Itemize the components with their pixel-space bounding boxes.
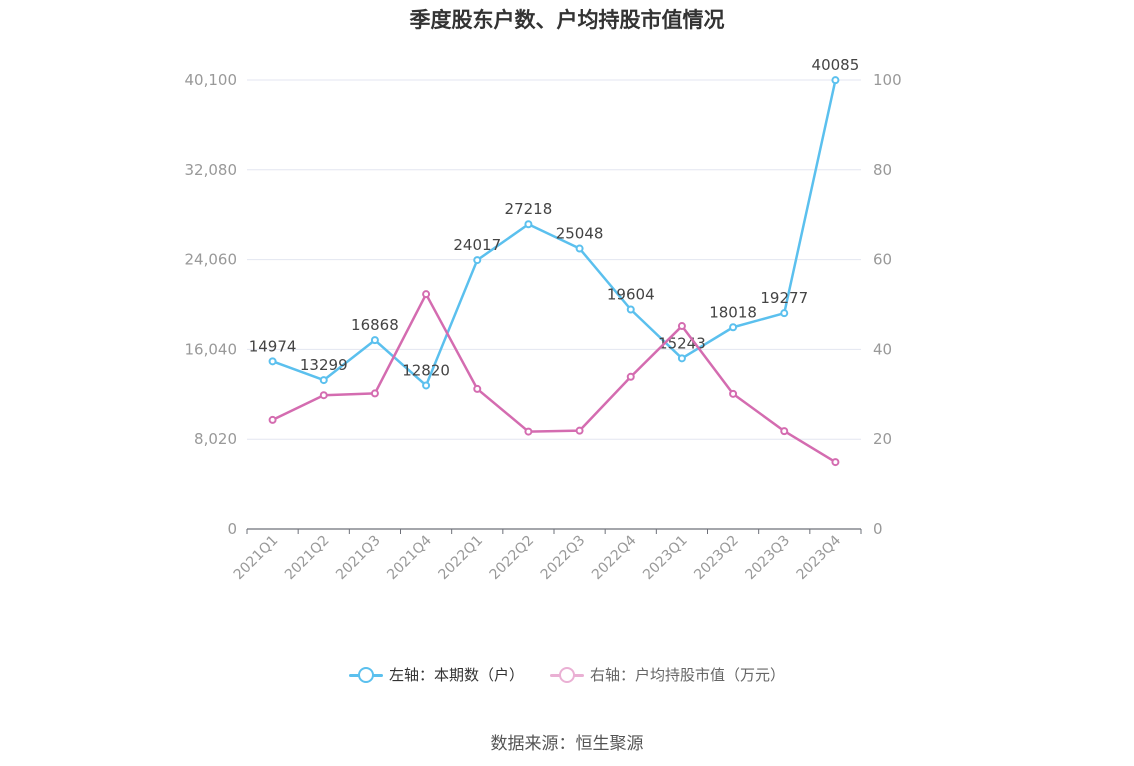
- right-axis-tick-label: 80: [873, 161, 892, 179]
- data-point-avg-value: [422, 290, 431, 299]
- x-axis-tick-label: 2022Q2: [487, 533, 538, 584]
- legend-label-left-series: 左轴：本期数（户）: [388, 666, 524, 684]
- data-label: 25048: [556, 225, 604, 243]
- data-point-holders: [319, 376, 328, 385]
- data-point-holders: [677, 354, 686, 363]
- chart-legend: 左轴：本期数（户） 右轴：户均持股市值（万元）: [0, 664, 1134, 685]
- series-line-holders: [272, 79, 837, 387]
- x-axis-tick-label: 2023Q4: [794, 532, 845, 583]
- data-point-holders: [422, 381, 431, 390]
- data-point-holders: [524, 220, 533, 229]
- left-axis-tick-label: 0: [227, 520, 237, 538]
- data-label: 12820: [402, 361, 450, 379]
- data-point-avg-value: [575, 426, 584, 435]
- data-label: 19277: [760, 289, 808, 307]
- data-point-avg-value: [626, 372, 635, 381]
- data-point-avg-value: [473, 384, 482, 393]
- legend-item-left-series[interactable]: 左轴：本期数（户）: [348, 664, 524, 685]
- x-axis-tick-label: 2021Q3: [333, 533, 384, 584]
- x-axis-tick-label: 2022Q3: [538, 533, 589, 584]
- right-axis-tick-label: 0: [873, 520, 883, 538]
- data-point-holders: [831, 76, 840, 85]
- chart-title: 季度股东户数、户均持股市值情况: [409, 8, 725, 32]
- right-axis-tick-label: 100: [873, 71, 902, 89]
- right-axis-tick-label: 60: [873, 251, 892, 269]
- legend-item-right-series[interactable]: 右轴：户均持股市值（万元）: [550, 664, 785, 685]
- left-axis-tick-label: 8,020: [194, 430, 237, 448]
- data-label: 27218: [505, 200, 553, 218]
- data-label: 24017: [453, 236, 501, 254]
- data-point-holders: [575, 244, 584, 253]
- data-point-avg-value: [524, 427, 533, 436]
- left-axis-tick-label: 16,040: [185, 340, 238, 358]
- legend-label-right-series: 右轴：户均持股市值（万元）: [590, 666, 786, 684]
- data-point-holders: [626, 305, 635, 314]
- data-source: 数据来源：恒生聚源: [490, 734, 644, 754]
- legend-marker-circle-icon: [348, 666, 383, 683]
- x-axis-tick-label: 2021Q2: [282, 533, 333, 584]
- legend-marker-circle-icon: [550, 666, 584, 683]
- x-axis-tick-label: 2021Q4: [384, 532, 435, 583]
- right-axis-tick-label: 40: [873, 340, 892, 358]
- series-line-avg-value: [272, 292, 837, 464]
- data-point-avg-value: [831, 458, 840, 467]
- data-point-avg-value: [729, 389, 738, 398]
- x-axis-tick-label: 2023Q3: [742, 533, 793, 584]
- left-axis-tick-label: 40,100: [185, 71, 238, 89]
- data-point-holders: [268, 357, 277, 366]
- data-label: 16868: [351, 316, 399, 334]
- data-point-holders: [473, 256, 482, 265]
- x-axis-tick-label: 2023Q2: [691, 533, 742, 584]
- x-axis-tick-label: 2022Q1: [435, 533, 486, 584]
- data-point-avg-value: [268, 415, 277, 424]
- left-axis-tick-label: 24,060: [185, 251, 238, 269]
- data-label: 18018: [709, 303, 757, 321]
- data-point-avg-value: [780, 427, 789, 436]
- data-point-avg-value: [370, 389, 379, 398]
- data-point-holders: [780, 309, 789, 318]
- data-label: 19604: [607, 285, 655, 303]
- x-axis-tick-label: 2022Q4: [589, 532, 640, 583]
- right-axis-tick-label: 20: [873, 430, 892, 448]
- data-label: 14974: [249, 337, 297, 355]
- x-axis-tick-label: 2023Q1: [640, 533, 691, 584]
- left-axis-tick-label: 32,080: [185, 161, 238, 179]
- data-point-avg-value: [677, 322, 686, 331]
- x-axis-tick-label: 2021Q1: [231, 533, 282, 584]
- data-point-holders: [729, 323, 738, 332]
- data-point-avg-value: [319, 391, 328, 400]
- data-label: 40085: [812, 56, 860, 74]
- data-point-holders: [370, 336, 379, 345]
- data-label: 13299: [300, 356, 348, 374]
